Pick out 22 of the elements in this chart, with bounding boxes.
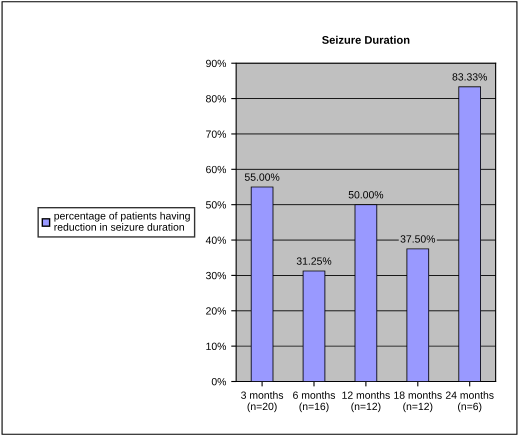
text: 37.50% xyxy=(400,235,436,243)
y-tick-label: 20% xyxy=(206,307,226,315)
x-tick-label: 3 months (n=20) xyxy=(241,391,284,412)
y-tick-label: 50% xyxy=(206,201,226,209)
y-tick-label: 0% xyxy=(212,378,226,386)
text: 83.33% xyxy=(452,73,487,81)
x-tick-label: 6 months (n=16) xyxy=(293,391,336,412)
y-tick-label: 30% xyxy=(206,272,226,280)
y-tick-label: 80% xyxy=(206,95,226,102)
y-tick-label: 90% xyxy=(206,60,226,68)
y-tick-label: 40% xyxy=(206,236,226,244)
chart-title: Seizure Duration xyxy=(322,36,410,44)
text: 50.00% xyxy=(348,191,384,198)
y-tick-label: 60% xyxy=(206,166,226,174)
x-tick-label: 24 months (n=6) xyxy=(446,391,494,412)
x-tick-label: 12 months (n=12) xyxy=(342,391,390,412)
legend-label: percentage of patients having reduction in seizure duration xyxy=(54,212,190,231)
text: 55.00% xyxy=(244,173,280,181)
y-tick-label: 10% xyxy=(206,342,226,350)
x-tick-label: 18 months (n=12) xyxy=(394,391,442,412)
y-tick-label: 70% xyxy=(206,130,226,138)
text: 31.25% xyxy=(296,257,332,265)
